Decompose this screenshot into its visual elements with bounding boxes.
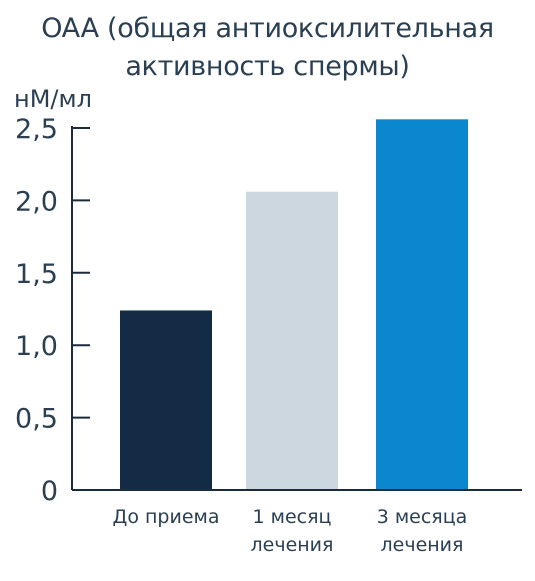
x-tick-label: 3 месяца лечения — [377, 506, 468, 556]
y-tick-label: 0,5 — [15, 404, 58, 435]
x-tick-label: 1 месяц лечения — [251, 506, 334, 556]
y-axis: 0 0,5 1,0 1,5 2,0 2,5 — [15, 114, 90, 507]
y-tick-label: 1,0 — [15, 331, 58, 362]
y-tick-label: 2,5 — [15, 114, 58, 145]
bar — [120, 310, 212, 490]
chart-title-line-1: OAA (общая антиоксилительная — [41, 13, 494, 44]
y-tick-label: 0 — [41, 476, 58, 507]
bar — [246, 191, 338, 490]
chart-title: OAA (общая антиоксилительная активность … — [0, 10, 535, 86]
y-axis-unit-label: нМ/мл — [14, 85, 92, 113]
y-tick-label: 2,0 — [15, 186, 58, 217]
chart-title-line-2: активность спермы) — [125, 51, 410, 82]
x-axis: До приема 1 месяц лечения 3 месяца лечения — [72, 489, 522, 556]
y-tick-label: 1,5 — [15, 259, 58, 290]
bar — [376, 119, 468, 490]
x-tick-label: До приема — [112, 506, 219, 528]
bars — [120, 119, 468, 490]
